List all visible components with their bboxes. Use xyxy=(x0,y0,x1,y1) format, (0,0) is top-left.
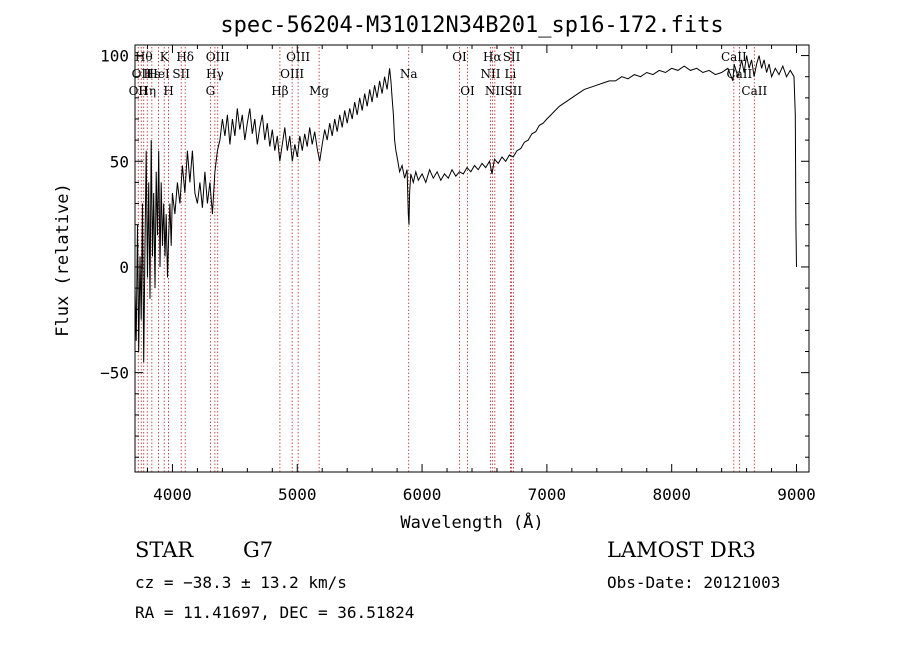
x-axis-label: Wavelength (Å) xyxy=(400,511,543,533)
y-tick-label-2: 50 xyxy=(110,152,129,171)
line-label-3: Hη xyxy=(138,84,156,98)
object-subclass: G7 xyxy=(243,538,274,562)
line-label-6: K xyxy=(160,50,170,64)
object-class: STAR xyxy=(135,538,194,562)
ra-dec-coordinates: RA = 11.41697, DEC = 36.51824 xyxy=(135,603,415,622)
x-tick-label-2: 6000 xyxy=(403,485,442,504)
line-label-9: Hδ xyxy=(176,50,194,64)
y-tick-label-3: 100 xyxy=(100,47,129,66)
line-label-17: Na xyxy=(400,67,418,81)
line-label-14: OIII xyxy=(280,67,304,81)
line-label-5: HeI xyxy=(147,67,170,81)
line-label-23: Li xyxy=(505,67,517,81)
line-label-25: SII xyxy=(504,84,522,98)
y-tick-label-1: 0 xyxy=(119,258,129,277)
line-label-1: OII xyxy=(132,67,152,81)
x-tick-label-5: 9000 xyxy=(777,485,816,504)
y-axis-ticks: −50 0 50 100 xyxy=(100,47,809,458)
line-label-18: OI xyxy=(452,50,467,64)
survey-name: LAMOST DR3 xyxy=(607,538,756,562)
line-label-24: SII xyxy=(503,50,521,64)
line-label-12: OIII xyxy=(206,50,230,64)
plot-frame xyxy=(134,44,810,473)
line-label-19: OI xyxy=(460,84,475,98)
line-label-4: Hε xyxy=(144,67,161,81)
x-tick-label-4: 8000 xyxy=(652,485,691,504)
line-label-10: G xyxy=(206,84,216,98)
redshift-cz: cz = −38.3 ± 13.2 km/s xyxy=(135,573,347,592)
y-tick-label-0: −50 xyxy=(100,364,129,383)
line-label-13: Hβ xyxy=(271,84,288,98)
line-label-7: H xyxy=(163,84,173,98)
emission-line-markers xyxy=(137,47,755,472)
x-tick-label-1: 5000 xyxy=(278,485,317,504)
line-label-21: Hα xyxy=(483,50,502,64)
line-label-2: Hθ xyxy=(135,50,153,64)
line-label-15: OIII xyxy=(286,50,310,64)
x-tick-label-0: 4000 xyxy=(153,485,192,504)
line-label-16: Mg xyxy=(309,84,329,98)
line-label-22: NII xyxy=(485,84,505,98)
y-axis-label: Flux (relative) xyxy=(53,183,73,337)
observation-date: Obs-Date: 20121003 xyxy=(607,573,781,592)
x-axis-ticks: 4000 5000 6000 7000 8000 9000 xyxy=(146,45,816,504)
x-tick-label-3: 7000 xyxy=(528,485,567,504)
line-label-20: NII xyxy=(480,67,500,81)
line-label-11: Hγ xyxy=(206,67,224,81)
line-label-8: SII xyxy=(172,67,190,81)
spectrum-line xyxy=(134,55,797,363)
line-label-28: CaII xyxy=(741,84,767,98)
line-label-26: CaII xyxy=(721,50,747,64)
chart-title: spec-56204-M31012N34B201_sp16-172.fits xyxy=(220,13,723,38)
line-label-0: OII xyxy=(129,84,149,98)
